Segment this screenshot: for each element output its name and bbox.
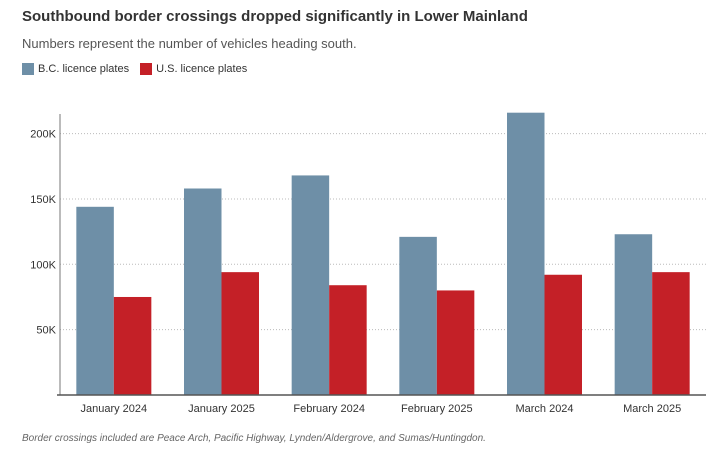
legend-item-bc: B.C. licence plates (22, 63, 129, 75)
x-tick-label: March 2025 (623, 403, 681, 415)
x-tick-label: February 2025 (401, 403, 473, 415)
bar-us (221, 272, 259, 395)
x-tick-label: March 2024 (515, 403, 573, 415)
y-tick-label: 150K (30, 194, 56, 206)
bar-us (652, 272, 690, 395)
bar-bc (76, 206, 114, 395)
bar-bc (291, 175, 330, 395)
bar-us (544, 274, 582, 395)
chart-footnote: Border crossings included are Peace Arch… (22, 433, 486, 444)
bar-us (329, 285, 367, 395)
y-tick-label: 50K (36, 325, 56, 337)
legend-swatch-us (140, 63, 153, 75)
bar-us (113, 296, 152, 395)
bar-bc (614, 234, 653, 395)
legend-item-us: U.S. licence plates (140, 63, 247, 75)
legend-swatch-bc (22, 63, 34, 75)
y-tick-label: 100K (30, 259, 56, 271)
chart-subtitle: Numbers represent the number of vehicles… (22, 36, 357, 51)
bar-bc (507, 112, 545, 395)
legend: B.C. licence plates U.S. licence plates (22, 63, 258, 75)
bar-us (436, 290, 475, 395)
legend-label-bc: B.C. licence plates (38, 63, 130, 75)
x-tick-label: February 2024 (293, 403, 365, 415)
bar-bc (399, 236, 437, 395)
x-tick-label: January 2024 (80, 403, 147, 415)
y-tick-label: 200K (30, 129, 56, 141)
legend-label-us: U.S. licence plates (156, 63, 248, 75)
bar-bc (184, 188, 222, 395)
x-tick-label: January 2025 (188, 403, 255, 415)
chart-title: Southbound border crossings dropped sign… (22, 8, 528, 25)
